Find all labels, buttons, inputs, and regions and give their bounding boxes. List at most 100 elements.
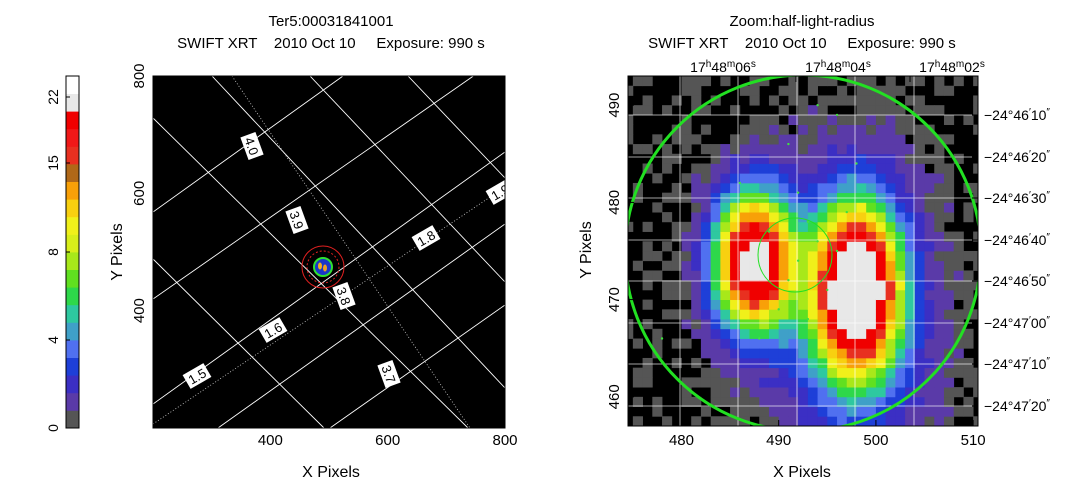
pixel-cell bbox=[749, 357, 760, 369]
pixel-cell bbox=[642, 270, 653, 281]
pixel-cell bbox=[710, 319, 721, 330]
pixel-cell bbox=[739, 182, 750, 194]
pixel-cell bbox=[759, 241, 770, 252]
pixel-cell bbox=[700, 377, 712, 388]
colorbar-segment bbox=[66, 375, 79, 394]
pixel-cell bbox=[632, 105, 643, 116]
pixel-cell bbox=[905, 299, 916, 310]
pixel-cell bbox=[963, 377, 974, 388]
pixel-cell bbox=[837, 144, 848, 155]
pixel-cell bbox=[798, 367, 809, 378]
pixel-cell bbox=[778, 212, 789, 223]
pixel-cell bbox=[710, 95, 721, 106]
pixel-cell bbox=[798, 163, 809, 174]
pixel-cell bbox=[885, 144, 896, 155]
pixel-cell bbox=[788, 377, 799, 388]
pixel-cell bbox=[671, 231, 682, 242]
pixel-cell bbox=[866, 105, 877, 116]
pixel-cell bbox=[837, 231, 848, 242]
pixel-cell bbox=[885, 309, 896, 320]
pixel-cell bbox=[837, 387, 848, 398]
pixel-cell bbox=[934, 241, 945, 252]
pixel-cell bbox=[914, 367, 925, 378]
pixel-cell bbox=[866, 367, 877, 378]
pixel-cell bbox=[720, 319, 731, 330]
pixel-cell bbox=[924, 289, 935, 301]
pixel-cell bbox=[866, 163, 877, 174]
pixel-cell bbox=[827, 367, 838, 378]
pixel-cell bbox=[768, 396, 780, 407]
pixel-cell bbox=[875, 153, 887, 164]
pixel-cell bbox=[934, 202, 945, 213]
pixel-cell bbox=[905, 348, 916, 359]
pixel-cell bbox=[788, 328, 799, 339]
pixel-cell bbox=[807, 367, 818, 378]
pixel-cell bbox=[720, 416, 731, 426]
pixel-cell bbox=[856, 289, 867, 301]
pixel-cell bbox=[905, 416, 916, 426]
pixel-cell bbox=[866, 85, 877, 96]
pixel-cell bbox=[837, 202, 848, 213]
pixel-cell bbox=[700, 338, 712, 349]
pixel-cell bbox=[875, 95, 887, 106]
pixel-cell bbox=[837, 280, 848, 291]
pixel-cell bbox=[710, 163, 721, 174]
pixel-cell bbox=[749, 95, 760, 106]
pixel-cell bbox=[914, 212, 925, 223]
grid-label-bg bbox=[285, 205, 309, 235]
pixel-cell bbox=[846, 357, 857, 369]
pixel-cell bbox=[817, 357, 828, 369]
pixel-cell bbox=[788, 338, 799, 349]
pixel-cell bbox=[759, 212, 770, 223]
pixel-cell bbox=[827, 299, 838, 310]
pixel-cell bbox=[914, 202, 925, 213]
right-title-line-1: Zoom:half-light-radius bbox=[729, 13, 874, 30]
pixel-cell bbox=[817, 387, 828, 398]
pixel-cell bbox=[778, 319, 789, 330]
pixel-cell bbox=[943, 251, 955, 262]
pixel-cell bbox=[846, 387, 857, 398]
pixel-cell bbox=[710, 289, 721, 301]
pixel-cell bbox=[720, 163, 731, 174]
pixel-cell bbox=[662, 289, 673, 301]
pixel-cell bbox=[778, 241, 789, 252]
pixel-cell bbox=[788, 387, 799, 398]
background-annulus-circle bbox=[306, 250, 340, 284]
pixel-cell bbox=[875, 163, 887, 174]
pixel-cell bbox=[846, 260, 857, 271]
pixel-cell bbox=[739, 153, 750, 164]
grid-label-bg bbox=[240, 131, 264, 161]
pixel-cell bbox=[905, 387, 916, 398]
pixel-cell bbox=[963, 280, 974, 291]
pixel-cell bbox=[788, 251, 799, 262]
pixel-cell bbox=[885, 134, 896, 145]
pixel-cell bbox=[681, 221, 692, 232]
pixel-cell bbox=[846, 289, 857, 301]
pixel-cell bbox=[749, 270, 760, 281]
pixel-cell bbox=[827, 124, 838, 135]
pixel-cell bbox=[895, 144, 906, 155]
pixel-cell bbox=[875, 134, 887, 145]
pixel-cell bbox=[837, 270, 848, 281]
pixel-cell bbox=[642, 377, 653, 388]
pixel-cell bbox=[768, 134, 780, 145]
pixel-cell bbox=[943, 289, 955, 301]
pixel-cell bbox=[778, 260, 789, 271]
pixel-cell bbox=[953, 289, 964, 301]
colorbar-segment bbox=[66, 234, 79, 253]
pixel-cell bbox=[953, 367, 964, 378]
pixel-cell bbox=[749, 182, 760, 194]
pixel-cell bbox=[914, 241, 925, 252]
pixel-cell bbox=[788, 396, 799, 407]
pixel-cell bbox=[895, 299, 906, 310]
pixel-cell bbox=[691, 299, 702, 310]
pixel-cell bbox=[671, 357, 682, 369]
pixel-cell bbox=[856, 348, 867, 359]
pixel-cell bbox=[642, 221, 653, 232]
pixel-cell bbox=[924, 319, 935, 330]
pixel-cell bbox=[739, 387, 750, 398]
pixel-cell bbox=[885, 76, 896, 87]
pixel-cell bbox=[943, 202, 955, 213]
pixel-cell bbox=[652, 328, 663, 339]
pixel-cell bbox=[827, 221, 838, 232]
